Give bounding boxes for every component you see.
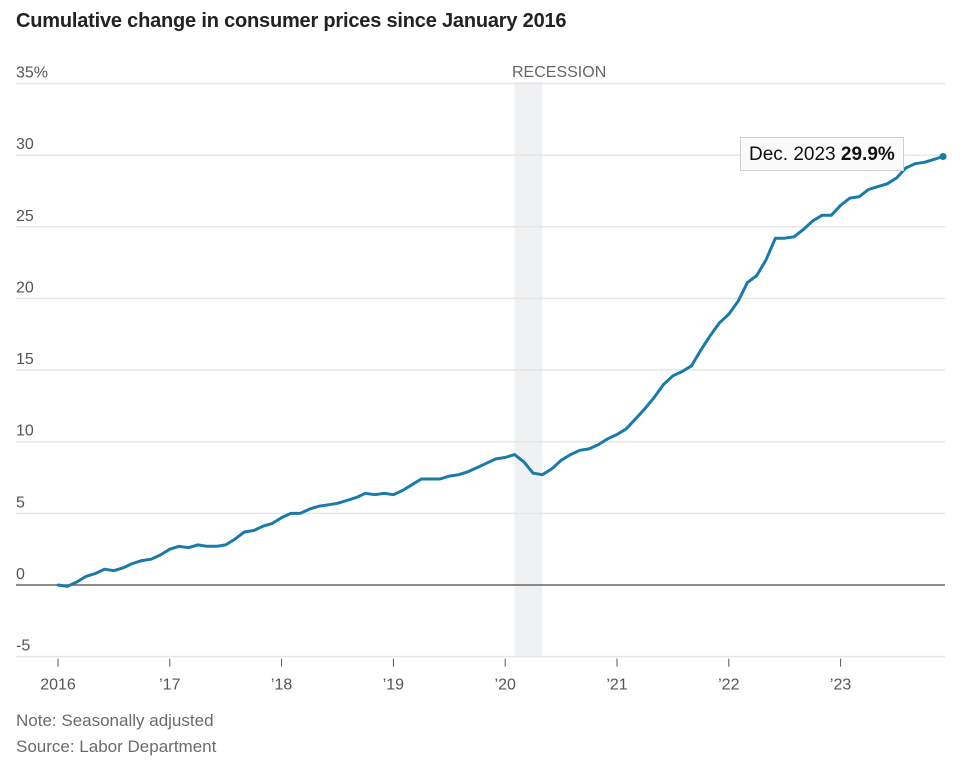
x-tick-label: ’18 bbox=[271, 677, 292, 694]
y-tick-label: 25 bbox=[16, 208, 34, 225]
y-tick-label: 0 bbox=[16, 566, 25, 583]
callout-date: Dec. 2023 bbox=[749, 144, 836, 165]
cpi-line bbox=[56, 155, 945, 588]
recession-label: RECESSION bbox=[512, 64, 606, 81]
grid-layer: -5 0 5 10 15 20 25 30 35% bbox=[16, 64, 945, 658]
end-point-marker bbox=[939, 153, 947, 161]
y-tick-label: 5 bbox=[16, 494, 25, 511]
callout-value: 29.9% bbox=[840, 144, 895, 165]
chart-title: Cumulative change in consumer prices sin… bbox=[16, 10, 567, 32]
y-tick-label: -5 bbox=[16, 638, 30, 655]
x-tick-label: ’22 bbox=[718, 677, 739, 694]
x-tick-label: ’23 bbox=[830, 677, 851, 694]
y-tick-label: 10 bbox=[16, 423, 34, 440]
x-tick-label: ’19 bbox=[383, 677, 404, 694]
x-axis: 2016 ’17 ’18 ’19 ’20 ’21 ’22 ’23 bbox=[40, 658, 851, 694]
end-value-callout: Dec. 2023 29.9% bbox=[740, 137, 904, 171]
x-tick-label: ’20 bbox=[495, 677, 516, 694]
chart-source: Source: Labor Department bbox=[16, 737, 217, 756]
y-tick-label: 20 bbox=[16, 279, 34, 296]
x-tick-label: ’21 bbox=[606, 677, 627, 694]
y-tick-label: 35% bbox=[16, 64, 48, 81]
x-tick-label: 2016 bbox=[40, 677, 76, 694]
y-tick-label: 30 bbox=[16, 136, 34, 153]
chart-note: Note: Seasonally adjusted bbox=[16, 711, 214, 730]
series-layer bbox=[56, 153, 947, 588]
y-tick-label: 15 bbox=[16, 351, 34, 368]
x-tick-label: ’17 bbox=[159, 677, 180, 694]
